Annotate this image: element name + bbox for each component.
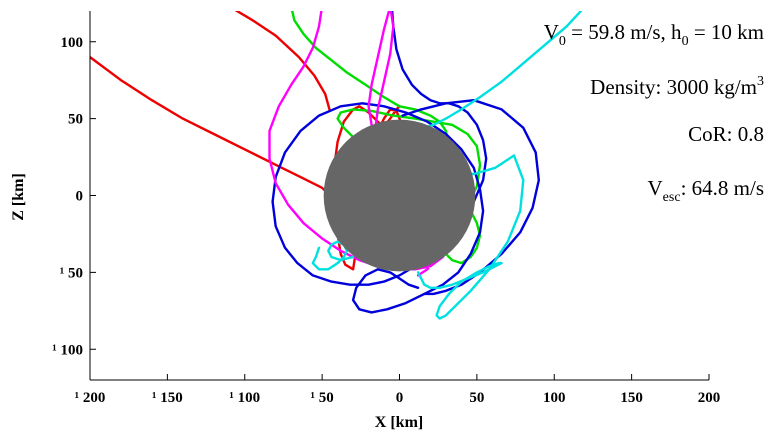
x-axis-label: X [km] <box>375 414 423 431</box>
trajectory-line-7 <box>413 11 583 320</box>
x-tick-label: ¹ 150 <box>152 390 183 406</box>
trajectory-line-3 <box>291 11 482 265</box>
annotations: V0 = 59.8 m/s, h0 = 10 km Density: 3000 … <box>544 20 764 205</box>
vesc-annotation: Vesc: 64.8 m/s <box>648 176 765 205</box>
axes: ¹ 200 ¹ 150 ¹ 100 ¹ 50 0 50 100 150 200 ¹ 100 ¹ 5… <box>10 11 720 431</box>
density-annotation: Density: 3000 kg/m3 <box>590 74 764 99</box>
x-tick-label: 150 <box>620 390 643 406</box>
x-tick-label: 100 <box>543 390 566 406</box>
x-tick-label: ¹ 100 <box>229 390 260 406</box>
v0-h0-annotation: V0 = 59.8 m/s, h0 = 10 km <box>544 20 764 49</box>
trajectory-line-4 <box>271 11 488 314</box>
x-tick-label: ¹ 50 <box>311 390 334 406</box>
y-tick-label: ¹ 50 <box>60 265 83 281</box>
x-tick-label: 0 <box>396 390 404 406</box>
y-ticks: ¹ 100 ¹ 50 0 50 100 <box>52 35 96 358</box>
y-tick-label: 50 <box>68 112 83 128</box>
y-tick-label: 100 <box>61 35 84 51</box>
asteroid-body <box>323 119 476 272</box>
trajectory-line-8 <box>311 240 355 271</box>
x-tick-label: 200 <box>698 390 721 406</box>
cor-annotation: CoR: 0.8 <box>688 122 764 146</box>
y-axis-label: Z [km] <box>10 173 27 221</box>
x-ticks: ¹ 200 ¹ 150 ¹ 100 ¹ 50 0 50 100 150 200 <box>75 374 721 406</box>
x-tick-label: ¹ 200 <box>75 390 106 406</box>
trajectory-line-2 <box>234 11 332 113</box>
x-tick-label: 50 <box>469 390 484 406</box>
y-tick-label: 0 <box>76 189 84 205</box>
y-tick-label: ¹ 100 <box>52 342 83 358</box>
